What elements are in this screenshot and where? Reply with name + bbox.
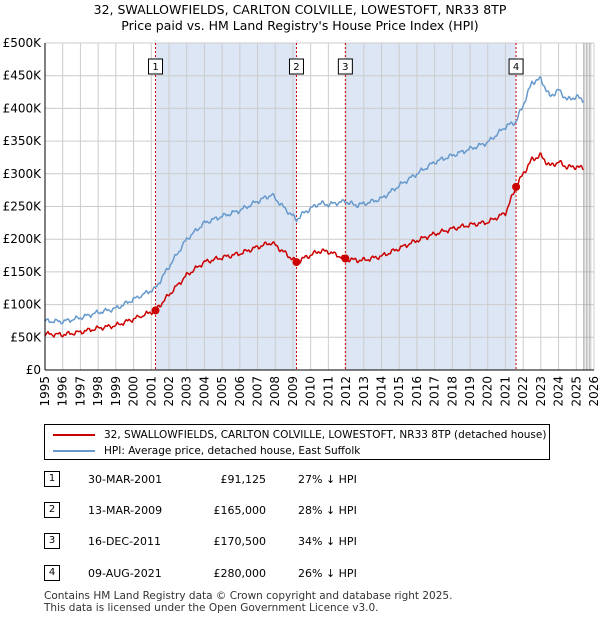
y-tick-label: £250K <box>3 200 43 214</box>
y-tick-label: £300K <box>3 167 43 181</box>
sale-label-box <box>288 58 304 75</box>
x-tick-label: 2004 <box>197 376 211 407</box>
y-tick-label: £500K <box>3 36 43 50</box>
sale-row: 3 16-DEC-2011 £170,500 34% ↓ HPI <box>44 533 564 549</box>
sale-label-text: 2 <box>293 62 299 73</box>
title-line-2: Price paid vs. HM Land Registry's House … <box>121 18 479 33</box>
x-tick-label: 2024 <box>552 376 566 407</box>
sale-date: 09-AUG-2021 <box>88 567 162 580</box>
x-tick-label: 2012 <box>339 376 353 407</box>
x-tick-label: 2014 <box>374 376 388 407</box>
x-tick-label: 2026 <box>587 376 600 407</box>
sale-number-badge: 2 <box>44 502 60 518</box>
x-tick-label: 1998 <box>91 376 105 407</box>
sale-number-badge: 1 <box>44 471 60 487</box>
y-tick-label: £100K <box>3 298 43 312</box>
legend: 32, SWALLOWFIELDS, CARLTON COLVILLE, LOW… <box>44 424 550 460</box>
x-tick-label: 2010 <box>304 376 318 407</box>
sale-price: £165,000 <box>213 504 267 517</box>
sale-date: 16-DEC-2011 <box>88 535 162 548</box>
x-tick-label: 2006 <box>233 376 247 407</box>
y-tick-label: £200K <box>3 232 43 246</box>
legend-item-hpi: HPI: Average price, detached house, East… <box>53 443 360 459</box>
sale-label-text: 1 <box>152 62 158 73</box>
sale-point <box>341 254 350 263</box>
x-tick-label: 2018 <box>445 376 459 407</box>
x-tick-label: 2017 <box>428 376 442 407</box>
y-tick-label: £50K <box>10 330 42 344</box>
axes <box>44 43 594 371</box>
sale-hpi-diff: 27% ↓ HPI <box>298 473 357 486</box>
sale-price: £170,500 <box>213 535 267 548</box>
y-tick-labels: £0 £50K £100K £150K £200K £250K £300K £350K £400… <box>3 36 43 377</box>
sale-price: £91,125 <box>220 473 267 486</box>
sale-label-boxes: 1 2 3 4 <box>148 58 524 75</box>
sale-marker-lines <box>155 43 517 370</box>
x-tick-label: 2021 <box>498 376 512 407</box>
x-tick-label: 2023 <box>534 376 548 407</box>
x-tick-label: 2005 <box>215 376 229 407</box>
x-tick-label: 2016 <box>410 376 424 407</box>
gridlines <box>44 42 595 371</box>
sale-points <box>151 182 521 315</box>
y-tick-label: £150K <box>3 265 43 279</box>
x-tick-label: 2008 <box>268 376 282 407</box>
sale-row: 4 09-AUG-2021 £280,000 26% ↓ HPI <box>44 565 564 581</box>
x-tick-label: 2002 <box>162 376 176 407</box>
footer-line-2: This data is licensed under the Open Gov… <box>44 602 379 614</box>
sale-number-badge: 4 <box>44 565 60 581</box>
x-tick-labels: 1995 1996 1997 1998 1999 2000 2001 2002 2003 2004… <box>38 376 600 407</box>
price-chart: 1 2 3 4 £0 £50K £100K £150K £200K £250K £300K £350… <box>3 36 600 407</box>
sale-price: £280,000 <box>213 567 267 580</box>
sale-row: 2 13-MAR-2009 £165,000 28% ↓ HPI <box>44 502 564 518</box>
sale-point <box>512 182 521 191</box>
title-line-1: 32, SWALLOWFIELDS, CARLTON COLVILLE, LOW… <box>93 2 507 17</box>
sale-label-text: 3 <box>342 62 348 73</box>
x-tick-label: 1996 <box>56 376 70 407</box>
x-tick-label: 2022 <box>516 376 530 407</box>
x-tick-label: 1999 <box>109 376 123 407</box>
sale-label-box <box>148 58 164 75</box>
y-tick-label: £400K <box>3 101 43 115</box>
sale-label-text: 4 <box>513 62 519 73</box>
x-tick-label: 2003 <box>180 376 194 407</box>
footer-attribution: Contains HM Land Registry data © Crown c… <box>44 590 452 614</box>
sale-number-badge: 3 <box>44 533 60 549</box>
sale-row: 1 30-MAR-2001 £91,125 27% ↓ HPI <box>44 471 564 487</box>
x-tick-label: 2007 <box>251 376 265 407</box>
sale-label-box <box>508 58 524 75</box>
sale-point <box>292 258 301 267</box>
x-tick-label: 2011 <box>321 376 335 407</box>
legend-swatch-hpi <box>53 450 95 452</box>
x-tick-label: 2019 <box>463 376 477 407</box>
y-tick-label: £0 <box>26 363 41 377</box>
x-tick-label: 2025 <box>569 376 583 407</box>
footer-line-1: Contains HM Land Registry data © Crown c… <box>44 590 453 602</box>
x-tick-label: 2009 <box>286 376 300 407</box>
x-tick-label: 1995 <box>38 376 52 407</box>
sale-hpi-diff: 26% ↓ HPI <box>298 567 357 580</box>
legend-label-hpi: HPI: Average price, detached house, East… <box>104 445 361 457</box>
legend-item-property: 32, SWALLOWFIELDS, CARLTON COLVILLE, LOW… <box>53 427 546 443</box>
x-tick-label: 2001 <box>144 376 158 407</box>
x-tick-label: 2000 <box>127 376 141 407</box>
x-tick-label: 2020 <box>481 376 495 407</box>
x-tick-label: 2015 <box>392 376 406 407</box>
hpi-line <box>44 76 585 325</box>
sale-label-box <box>337 58 353 75</box>
y-tick-label: £350K <box>3 134 43 148</box>
x-tick-label: 2013 <box>357 376 371 407</box>
sale-date: 30-MAR-2001 <box>88 473 163 486</box>
y-tick-label: £450K <box>3 69 43 83</box>
legend-label-property: 32, SWALLOWFIELDS, CARLTON COLVILLE, LOW… <box>104 429 547 441</box>
forecast-hatch <box>583 43 592 370</box>
sale-point <box>151 306 160 315</box>
sale-hpi-diff: 28% ↓ HPI <box>298 504 357 517</box>
sale-hpi-diff: 34% ↓ HPI <box>298 535 357 548</box>
x-tick-label: 1997 <box>73 376 87 407</box>
sale-date: 13-MAR-2009 <box>88 504 163 517</box>
chart-title: 32, SWALLOWFIELDS, CARLTON COLVILLE, LOW… <box>0 2 600 34</box>
legend-swatch-property <box>53 434 95 436</box>
